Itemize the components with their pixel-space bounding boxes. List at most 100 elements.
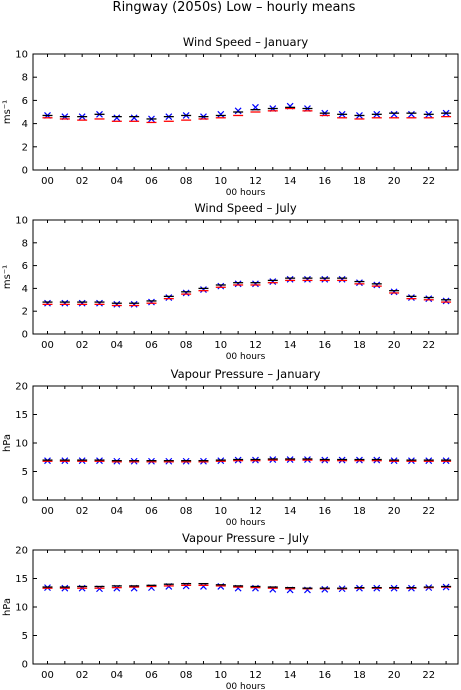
y-tick-label: 2 bbox=[22, 307, 28, 318]
x-tick-label: 20 bbox=[388, 176, 401, 187]
data-point-x-marker bbox=[234, 280, 242, 288]
chart-title: Wind Speed – January bbox=[183, 35, 308, 49]
y-tick-label: 20 bbox=[15, 546, 28, 557]
data-point-x-marker bbox=[148, 298, 155, 306]
y-tick-label: 4 bbox=[22, 284, 28, 295]
x-tick-label: 14 bbox=[284, 176, 297, 187]
series-1 bbox=[44, 456, 450, 465]
x-tick-label: 20 bbox=[388, 340, 401, 351]
data-point-x-marker bbox=[200, 583, 207, 590]
series-3 bbox=[42, 582, 452, 589]
x-tick-label: 10 bbox=[214, 670, 227, 681]
figure-title: Ringway (2050s) Low – hourly means bbox=[113, 0, 356, 15]
y-tick-label: 8 bbox=[22, 238, 28, 249]
data-point-x-marker bbox=[321, 275, 329, 283]
x-tick-label: 12 bbox=[249, 176, 262, 187]
data-point-x-marker bbox=[304, 275, 311, 283]
x-tick-label: 02 bbox=[76, 670, 89, 681]
x-tick-label: 00 bbox=[41, 340, 54, 351]
x-axis-label: 00 hours bbox=[226, 188, 266, 198]
data-point-x-marker bbox=[182, 289, 190, 297]
data-point-x-marker bbox=[44, 299, 51, 307]
y-tick-label: 5 bbox=[22, 631, 28, 642]
data-point-x-marker bbox=[269, 278, 277, 285]
data-point-x-marker bbox=[390, 110, 398, 118]
data-point-x-marker bbox=[130, 114, 138, 122]
x-tick-label: 16 bbox=[318, 176, 331, 187]
x-tick-label: 00 bbox=[41, 506, 54, 517]
plot-frame bbox=[32, 385, 459, 501]
plot-frame bbox=[32, 53, 459, 171]
series-2 bbox=[42, 107, 452, 124]
x-tick-label: 06 bbox=[145, 506, 158, 517]
data-point-x-marker bbox=[390, 288, 398, 296]
data-point-x-marker bbox=[217, 110, 225, 118]
y-tick-label: 8 bbox=[22, 73, 28, 84]
series-3 bbox=[42, 277, 452, 304]
y-tick-label: 0 bbox=[22, 496, 28, 507]
data-point-x-marker bbox=[217, 282, 225, 290]
x-axis-label: 00 hours bbox=[226, 682, 266, 690]
x-tick-label: 04 bbox=[110, 340, 123, 351]
x-tick-label: 04 bbox=[110, 670, 123, 681]
x-tick-label: 04 bbox=[110, 506, 123, 517]
plot-frame bbox=[32, 549, 459, 665]
x-tick-label: 08 bbox=[180, 176, 193, 187]
data-point-x-marker bbox=[113, 300, 121, 308]
x-tick-label: 16 bbox=[318, 670, 331, 681]
series-1 bbox=[44, 582, 450, 594]
x-axis-label: 00 hours bbox=[226, 518, 266, 528]
y-axis-label: hPa bbox=[2, 598, 13, 616]
series-3 bbox=[42, 106, 452, 120]
y-tick-label: 10 bbox=[15, 603, 28, 614]
x-tick-label: 22 bbox=[422, 176, 435, 187]
x-tick-label: 16 bbox=[318, 340, 331, 351]
x-tick-label: 18 bbox=[353, 506, 366, 517]
chart-title: Vapour Pressure – July bbox=[182, 531, 309, 545]
y-tick-label: 4 bbox=[22, 119, 28, 130]
y-tick-label: 15 bbox=[15, 574, 28, 585]
x-tick-label: 22 bbox=[422, 506, 435, 517]
data-point-x-marker bbox=[252, 280, 259, 288]
x-tick-label: 06 bbox=[145, 340, 158, 351]
data-point-x-marker bbox=[165, 294, 173, 301]
x-tick-label: 20 bbox=[388, 506, 401, 517]
x-tick-label: 02 bbox=[76, 176, 89, 187]
x-tick-label: 12 bbox=[249, 340, 262, 351]
data-point-x-marker bbox=[286, 275, 294, 283]
data-point-x-marker bbox=[425, 295, 433, 303]
x-tick-label: 08 bbox=[180, 670, 193, 681]
data-point-x-marker bbox=[408, 294, 415, 301]
x-tick-label: 02 bbox=[76, 340, 89, 351]
y-tick-label: 2 bbox=[22, 142, 28, 153]
chart-panel-4: Vapour Pressure – July 0 5 10 15 20 00 02 04 06 08… bbox=[2, 531, 459, 690]
x-tick-label: 18 bbox=[353, 176, 366, 187]
data-point-x-marker bbox=[338, 275, 346, 283]
x-tick-label: 10 bbox=[214, 176, 227, 187]
x-tick-label: 02 bbox=[76, 506, 89, 517]
data-point-x-marker bbox=[61, 299, 69, 307]
x-tick-label: 20 bbox=[388, 670, 401, 681]
chart-title: Wind Speed – July bbox=[194, 201, 297, 215]
y-tick-label: 15 bbox=[15, 410, 28, 421]
x-tick-label: 00 bbox=[41, 176, 54, 187]
x-tick-label: 12 bbox=[249, 506, 262, 517]
data-point-x-marker bbox=[96, 299, 103, 307]
series-3 bbox=[42, 458, 452, 462]
x-tick-label: 12 bbox=[249, 670, 262, 681]
y-axis-label: hPa bbox=[2, 434, 13, 452]
y-tick-label: 0 bbox=[22, 330, 28, 341]
plot-frame bbox=[32, 219, 459, 335]
series-1 bbox=[44, 102, 450, 123]
data-point-x-marker bbox=[78, 299, 86, 307]
data-point-x-marker bbox=[200, 286, 207, 293]
x-tick-label: 06 bbox=[145, 670, 158, 681]
series-2 bbox=[42, 459, 452, 463]
x-tick-label: 14 bbox=[284, 506, 297, 517]
x-tick-label: 16 bbox=[318, 506, 331, 517]
x-tick-label: 14 bbox=[284, 670, 297, 681]
x-tick-label: 00 bbox=[41, 670, 54, 681]
